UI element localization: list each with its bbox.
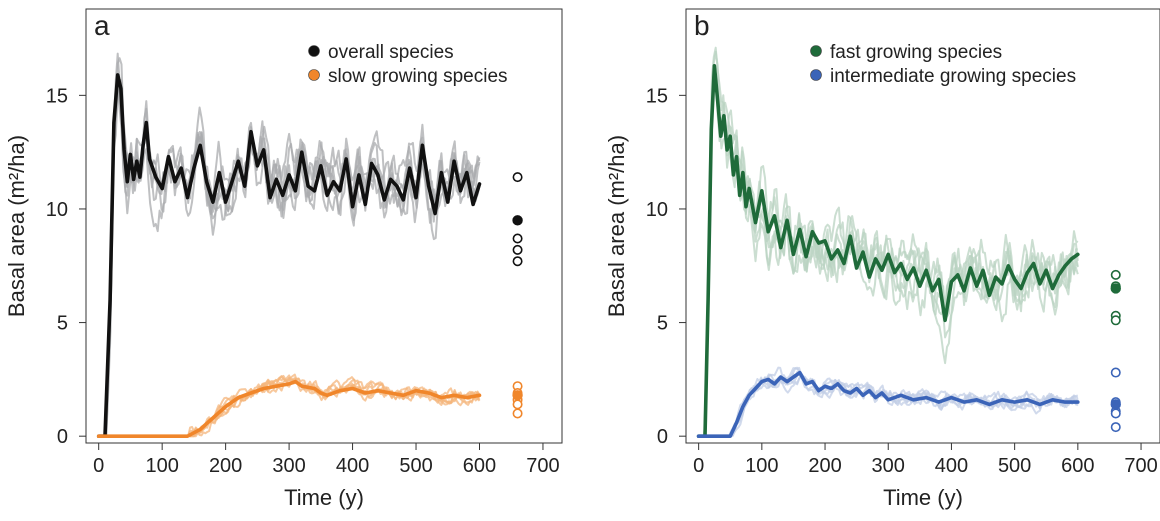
final-point-open [1110, 408, 1121, 419]
mean-line [96, 73, 482, 438]
x-tick-label: 600 [1061, 455, 1094, 477]
legend-label: overall species [328, 42, 454, 63]
panel-b: 0 100 200 300 400 500 600 700 0 5 10 15 Time (y) Basa… [604, 8, 1160, 510]
panel-label: a [94, 10, 110, 41]
final-point-open [512, 256, 523, 267]
y-tick-label: 15 [46, 85, 68, 107]
x-tick-label: 300 [272, 455, 305, 477]
final-point-open [1110, 367, 1121, 378]
mean-line [96, 379, 482, 438]
final-point-filled [512, 390, 523, 401]
y-tick-label: 0 [57, 426, 68, 448]
legend-marker [308, 69, 320, 81]
x-tick-label: 400 [336, 455, 369, 477]
x-tick-label: 100 [745, 455, 778, 477]
final-point-open [1110, 269, 1121, 280]
y-tick-label: 5 [57, 313, 68, 335]
y-tick-label: 15 [646, 85, 668, 107]
x-axis-label: Time (y) [284, 485, 364, 510]
plot-frame [685, 8, 1160, 444]
legend-marker [810, 45, 822, 57]
final-point-open [512, 244, 523, 255]
final-point-filled [1110, 283, 1121, 294]
legend-marker [810, 69, 822, 81]
final-point-open [512, 408, 523, 419]
x-tick-label: 500 [998, 455, 1031, 477]
final-point-filled [512, 215, 523, 226]
y-tick-label: 0 [657, 426, 668, 448]
legend-label: slow growing species [328, 66, 508, 87]
x-tick-label: 200 [808, 455, 841, 477]
y-tick-label: 10 [46, 199, 68, 221]
x-tick-label: 500 [399, 455, 432, 477]
legend-label: fast growing species [830, 42, 1002, 63]
x-tick-label: 200 [209, 455, 242, 477]
y-axis-label: Basal area (m²/ha) [604, 135, 629, 317]
final-point-open [512, 399, 523, 410]
plot-frame [85, 8, 563, 444]
final-point-open [1110, 315, 1121, 326]
final-point-open [512, 233, 523, 244]
final-point-open [1110, 422, 1121, 433]
x-tick-label: 300 [872, 455, 905, 477]
x-tick-label: 700 [1124, 455, 1157, 477]
final-point-open [512, 172, 523, 183]
panel-a: 0 100 200 300 400 500 600 700 0 5 10 15 Time (y) Basa… [4, 8, 563, 510]
x-tick-label: 100 [145, 455, 178, 477]
mean-line [696, 370, 1080, 438]
y-axis-label: Basal area (m²/ha) [4, 135, 29, 317]
y-tick-label: 10 [646, 199, 668, 221]
final-point-filled [1110, 399, 1121, 410]
x-tick-label: 400 [935, 455, 968, 477]
y-tick-label: 5 [657, 313, 668, 335]
x-tick-label: 0 [93, 455, 104, 477]
legend-marker [308, 45, 320, 57]
x-axis-label: Time (y) [883, 485, 963, 510]
x-tick-label: 0 [693, 455, 704, 477]
x-tick-label: 700 [526, 455, 559, 477]
x-tick-label: 600 [463, 455, 496, 477]
legend-label: intermediate growing species [830, 66, 1076, 87]
mean-line [696, 64, 1080, 438]
panel-label: b [694, 10, 710, 41]
